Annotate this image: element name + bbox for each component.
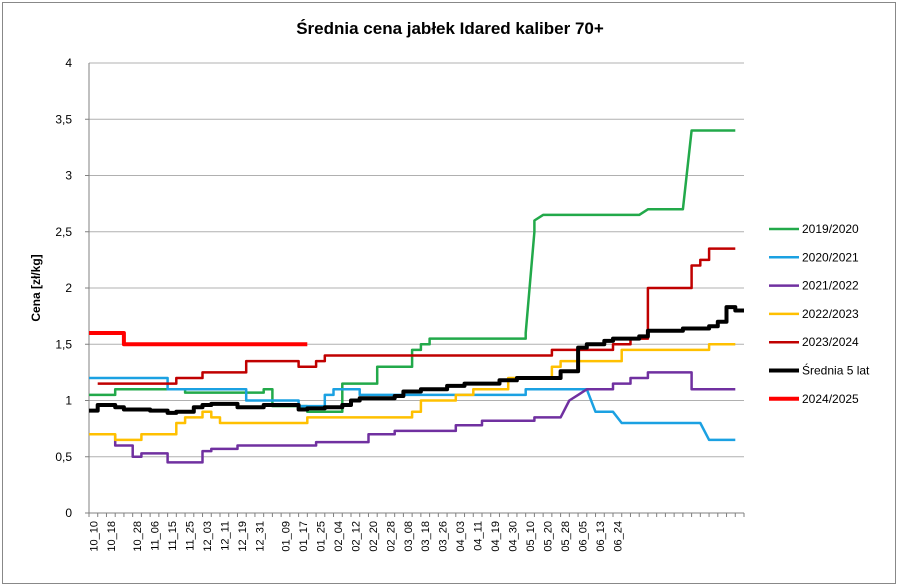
legend-label: 2019/2020 <box>802 222 859 236</box>
series-line <box>97 247 736 385</box>
y-tick-label: 3,5 <box>55 112 72 126</box>
x-tick-label: 01_09 <box>281 521 293 552</box>
x-tick-label: 02_04 <box>333 521 345 552</box>
series-line <box>89 305 744 415</box>
x-tick-label: 06_13 <box>595 521 607 552</box>
x-tick-label: 02_28 <box>385 521 397 552</box>
x-tick-label: 01_25 <box>315 521 327 552</box>
series-line <box>113 371 736 464</box>
legend-label: 2023/2024 <box>802 335 859 349</box>
y-tick-labels: 0 0,5 1 1,5 2 2,5 3 3,5 4 <box>55 56 72 520</box>
gridlines <box>89 62 744 458</box>
x-tick-label: 04_19 <box>490 521 502 552</box>
x-tick-label: 02_12 <box>350 521 362 552</box>
axes <box>85 63 745 517</box>
y-tick-label: 2 <box>65 281 72 295</box>
legend-label: 2021/2022 <box>802 279 859 293</box>
x-tick-label: 06_24 <box>612 521 624 552</box>
x-tick-label: 01_17 <box>298 521 310 552</box>
y-tick-label: 2,5 <box>55 225 72 239</box>
x-tick-label: 05_20 <box>543 521 555 552</box>
x-tick-label: 05_10 <box>525 521 537 552</box>
x-tick-label: 10_28 <box>132 521 144 552</box>
x-tick-label: 05_28 <box>560 521 572 552</box>
legend-label: 2020/2021 <box>802 250 859 264</box>
x-tick-label: 04_03 <box>455 521 467 552</box>
series-line <box>89 376 736 442</box>
x-tick-label: 03_08 <box>403 521 415 552</box>
x-tick-labels: 10_10 10_18 10_28 11_06 11_15 11_25 12_03 12_11… <box>88 521 624 552</box>
x-tick-label: 12_11 <box>219 521 231 551</box>
x-tick-label: 03_26 <box>438 521 450 552</box>
series-line <box>89 129 736 414</box>
y-tick-label: 4 <box>65 56 72 70</box>
x-tick-label: 11_06 <box>150 521 162 551</box>
y-tick-label: 3 <box>65 169 72 183</box>
x-tick-label: 04_11 <box>473 521 485 551</box>
series-line <box>89 343 736 442</box>
legend-label: 2024/2025 <box>802 392 859 406</box>
chart-title: Średnia cena jabłek Idared kaliber 70+ <box>296 19 604 38</box>
x-tick-label: 11_25 <box>184 521 196 551</box>
x-tick-label: 02_20 <box>368 521 380 552</box>
x-tick-label: 06_05 <box>577 521 589 552</box>
y-tick-label: 1 <box>65 394 72 408</box>
series-line <box>89 331 308 347</box>
series-lines <box>89 129 744 464</box>
x-tick-label: 12_31 <box>254 521 266 552</box>
x-tick-label: 04_30 <box>508 521 520 552</box>
x-tick-label: 11_15 <box>167 521 179 551</box>
y-tick-label: 0 <box>65 506 72 520</box>
legend: 2019/2020 2020/2021 2021/2022 2022/2023 2023… <box>769 222 870 406</box>
x-tick-label: 12_03 <box>202 521 214 552</box>
x-tick-label: 03_18 <box>420 521 432 552</box>
x-tick-label: 12_19 <box>237 521 249 552</box>
y-tick-label: 0,5 <box>55 450 72 464</box>
legend-label: 2022/2023 <box>802 307 859 321</box>
legend-label: Średnia 5 lat <box>802 363 870 378</box>
y-tick-label: 1,5 <box>55 337 72 351</box>
y-axis-label: Cena [zł/kg] <box>29 254 43 321</box>
x-tick-label: 10_10 <box>88 521 100 552</box>
x-tick-label: 10_18 <box>106 521 118 552</box>
